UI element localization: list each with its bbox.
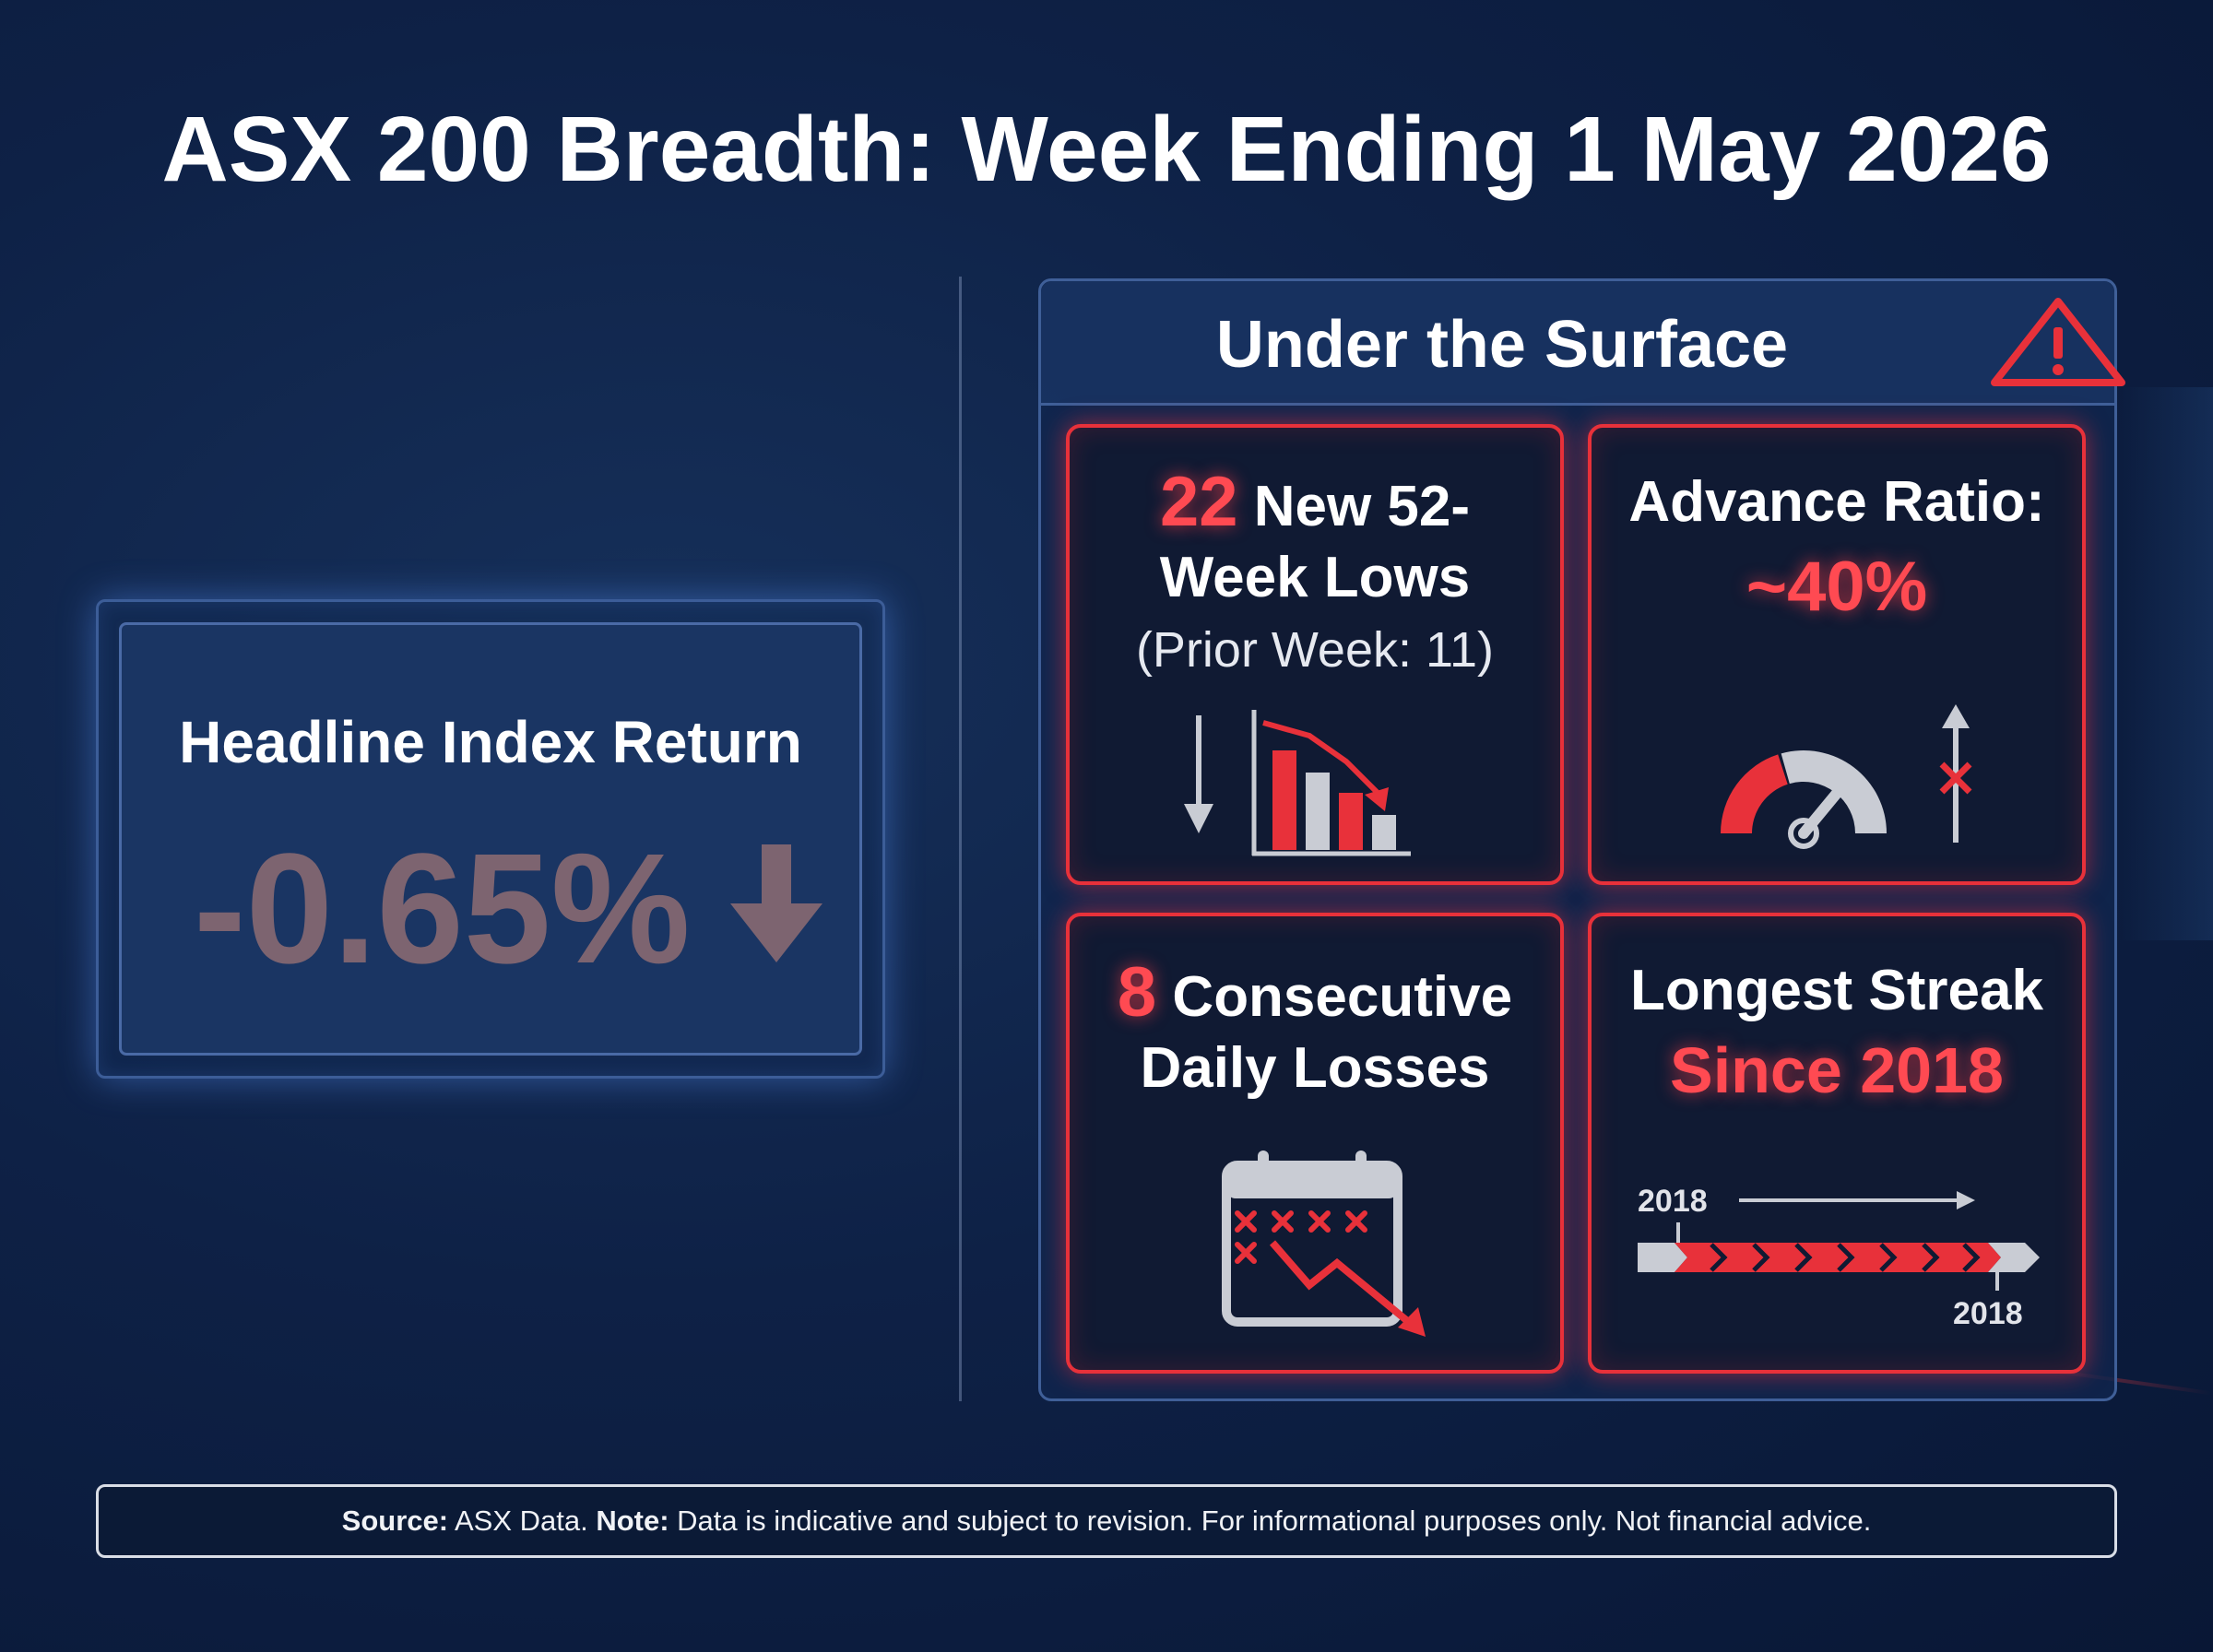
streak-year: 2018 — [1860, 1034, 2004, 1106]
footer-source-label: Source: — [341, 1504, 449, 1537]
lows-prior-week: (Prior Week: 11) — [1135, 622, 1495, 678]
streak-line-2: Since 2018 — [1592, 1032, 2082, 1108]
lows-line1-text: New 52- — [1237, 475, 1471, 538]
advance-value: ~40% — [1746, 548, 1928, 626]
footer-note-text: Data is indicative and subject to revisi… — [669, 1504, 1872, 1537]
losses-number: 8 — [1117, 953, 1157, 1032]
timeline-start-label: 2018 — [1638, 1184, 1708, 1219]
page-title: ASX 200 Breadth: Week Ending 1 May 2026 — [161, 98, 2052, 201]
card-consecutive-daily-losses: 8 Consecutive Daily Losses — [1066, 913, 1564, 1374]
gauge-red-segment — [1721, 754, 1788, 833]
footer-note-label: Note: — [596, 1504, 669, 1537]
advance-label: Advance Ratio: — [1628, 470, 2045, 534]
background-blue-glow — [2121, 387, 2213, 940]
headline-return-inner: Headline Index Return -0.65% — [119, 622, 862, 1056]
headline-return-panel: Headline Index Return -0.65% — [96, 599, 885, 1079]
lows-line-2: Week Lows — [1159, 546, 1471, 609]
footer-source-text: ASX Data. — [448, 1504, 597, 1537]
card-longest-streak: Longest Streak Since 2018 2018 2018 — [1588, 913, 2086, 1374]
down-arrow-icon — [730, 844, 822, 962]
surface-header: Under the Surface — [1041, 281, 2125, 406]
streak-since-text: Since — [1670, 1034, 1861, 1106]
lows-number: 22 — [1159, 463, 1238, 541]
card-advance-ratio: Advance Ratio: ~40% — [1588, 424, 2086, 885]
gauge-icon — [1721, 704, 1972, 849]
losses-line-1: 8 Consecutive — [1070, 955, 1560, 1035]
surface-title: Under the Surface — [1215, 308, 1789, 382]
calendar-losses-icon — [1222, 1150, 1426, 1337]
losses-line-2: Daily Losses — [1140, 1036, 1490, 1100]
streak-line-1: Longest Streak — [1630, 959, 2043, 1022]
timeline-icon: 2018 2018 — [1638, 1184, 2040, 1331]
lows-line-1: 22 New 52- — [1070, 465, 1560, 545]
declining-bar-chart-icon — [1184, 710, 1411, 856]
gauge-grey-segment — [1781, 750, 1887, 833]
headline-value: -0.65% — [194, 821, 691, 997]
headline-label: Headline Index Return — [179, 709, 802, 775]
losses-line1-text: Consecutive — [1156, 965, 1513, 1029]
timeline-end-label: 2018 — [1953, 1296, 2023, 1331]
vertical-divider — [959, 277, 962, 1401]
footer-disclaimer: Source: ASX Data. Note: Data is indicati… — [96, 1484, 2117, 1558]
card-new-52-week-lows: 22 New 52- Week Lows (Prior Week: 11) — [1066, 424, 1564, 885]
warning-triangle-icon — [1991, 298, 2125, 386]
